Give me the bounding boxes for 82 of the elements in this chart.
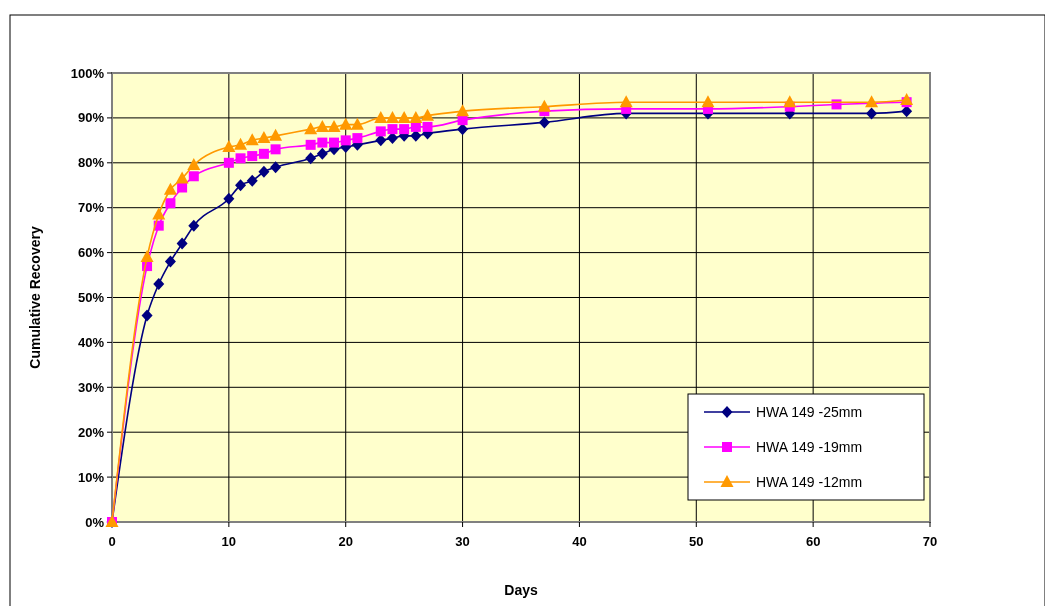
point — [304, 122, 318, 135]
legend-label: HWA 149 -25mm — [756, 403, 863, 420]
point — [188, 219, 200, 232]
x-tick-label: 0 — [108, 534, 116, 549]
point — [866, 107, 878, 120]
point — [234, 137, 248, 150]
x-tick-label: 40 — [572, 534, 587, 549]
point — [269, 128, 283, 141]
point — [619, 95, 633, 108]
point — [257, 131, 271, 144]
point — [188, 171, 199, 182]
point — [175, 171, 189, 184]
point — [538, 116, 550, 129]
point — [258, 165, 270, 178]
point — [316, 147, 328, 160]
point — [456, 104, 470, 117]
x-tick-label: 70 — [922, 534, 938, 549]
point — [387, 124, 398, 135]
point — [422, 121, 433, 132]
y-axis-title: Cumulative Recovery — [27, 226, 43, 369]
point — [164, 255, 176, 268]
y-tick-label: 90% — [77, 110, 105, 126]
point — [537, 99, 551, 112]
point — [329, 137, 340, 148]
x-tick-label: 30 — [455, 534, 470, 549]
point — [165, 198, 176, 209]
legend-label: HWA 149 -12mm — [756, 473, 863, 490]
point — [187, 158, 201, 171]
y-tick-label: 70% — [77, 200, 105, 216]
point — [315, 119, 329, 132]
point — [399, 124, 410, 135]
x-tick-label: 10 — [221, 534, 237, 549]
point — [317, 137, 328, 148]
point — [152, 207, 166, 220]
y-tick-label: 0% — [85, 514, 105, 530]
point — [374, 110, 388, 123]
y-tick-label: 50% — [77, 290, 105, 306]
point — [247, 151, 258, 162]
point — [305, 152, 317, 165]
point — [223, 192, 235, 205]
x-tick-label: 50 — [689, 534, 704, 549]
point — [245, 133, 259, 146]
point — [783, 95, 797, 108]
y-tick-label: 10% — [77, 469, 105, 485]
point — [222, 140, 236, 153]
y-tick-label: 80% — [77, 155, 105, 171]
point — [258, 148, 269, 159]
point — [350, 117, 364, 130]
point — [270, 144, 281, 155]
point — [327, 119, 341, 132]
y-tick-label: 20% — [77, 424, 105, 440]
point — [375, 126, 386, 137]
point — [421, 108, 435, 121]
point — [385, 110, 399, 123]
point — [223, 157, 234, 168]
point — [339, 117, 353, 130]
point — [865, 95, 879, 108]
point — [270, 161, 282, 174]
point — [701, 95, 715, 108]
point — [900, 92, 914, 105]
y-tick-label: 40% — [77, 334, 105, 350]
point — [305, 139, 316, 150]
point — [352, 133, 363, 144]
point — [409, 110, 423, 123]
point — [163, 182, 177, 195]
point — [235, 153, 246, 164]
point — [246, 174, 258, 187]
x-axis-title: Days — [504, 582, 538, 598]
x-tick-label: 60 — [805, 534, 821, 549]
x-tick-label: 20 — [338, 534, 353, 549]
y-tick-label: 100% — [70, 65, 105, 81]
point — [235, 179, 247, 192]
point — [340, 135, 351, 146]
point — [397, 110, 411, 123]
y-tick-label: 30% — [77, 379, 105, 395]
y-tick-label: 60% — [77, 245, 105, 261]
point — [457, 115, 468, 126]
legend-label: HWA 149 -19mm — [756, 438, 863, 455]
point — [153, 278, 165, 291]
point — [140, 250, 154, 263]
point — [141, 309, 153, 322]
point — [176, 237, 188, 250]
